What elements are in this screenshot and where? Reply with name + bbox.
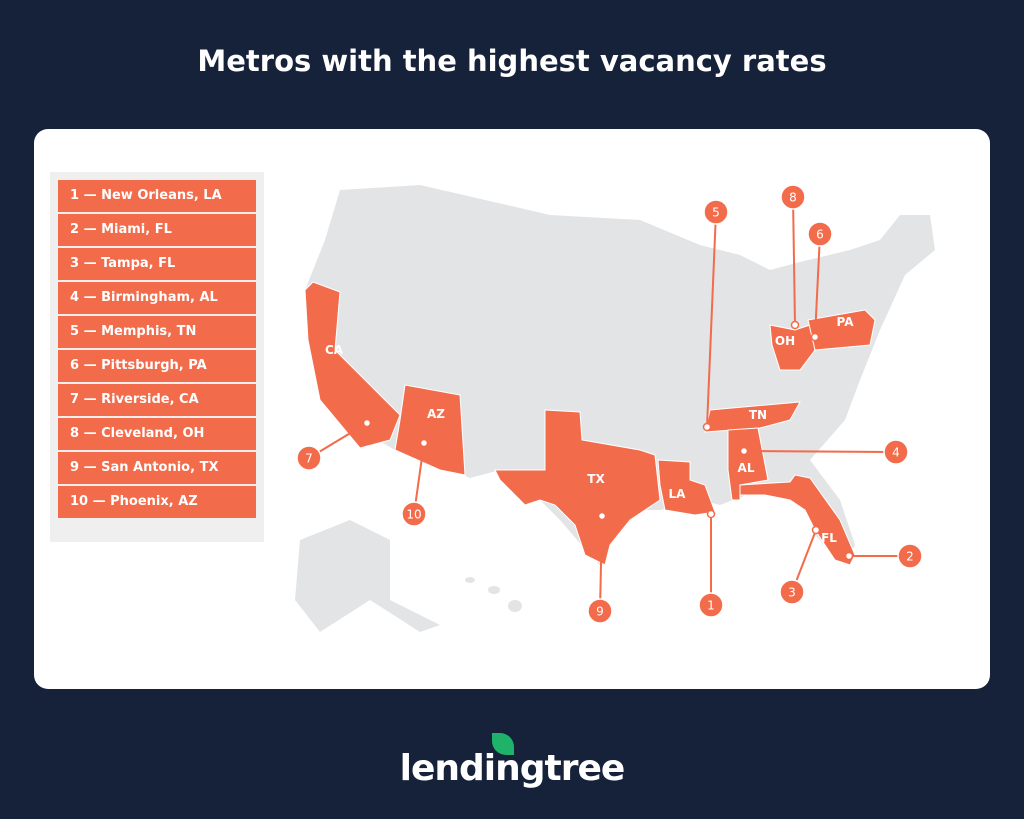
state-fl — [739, 474, 856, 566]
legend-item: 2 — Miami, FL — [58, 214, 256, 246]
metro-dot — [706, 509, 716, 519]
legend-item: 7 — Riverside, CA — [58, 384, 256, 416]
state-ca — [304, 281, 401, 449]
legend-item: 4 — Birmingham, AL — [58, 282, 256, 314]
rank-bubble — [703, 199, 729, 225]
callout-line — [706, 211, 717, 428]
metro-dot — [702, 422, 712, 432]
rank-label: 1 — [707, 599, 715, 613]
marker-3: 3 — [779, 525, 821, 605]
metro-dot — [811, 525, 821, 535]
marker-8: 8 — [780, 184, 806, 330]
rank-label: 10 — [406, 508, 421, 522]
rank-label: 8 — [789, 191, 797, 205]
state-label: AL — [738, 461, 755, 475]
marker-6: 6 — [807, 221, 833, 342]
rank-bubble — [401, 501, 427, 527]
page-title: Metros with the highest vacancy rates — [197, 44, 827, 78]
state-pa — [807, 309, 876, 351]
rank-label: 3 — [788, 586, 796, 600]
legend-item: 1 — New Orleans, LA — [58, 180, 256, 212]
rank-bubble — [779, 579, 805, 605]
state-label: OH — [775, 334, 795, 348]
state-label: AZ — [427, 407, 445, 421]
rank-label: 4 — [892, 446, 900, 460]
metro-dot — [597, 511, 607, 521]
metro-dot — [362, 418, 372, 428]
state-label: PA — [837, 315, 855, 329]
rank-bubble — [698, 592, 724, 618]
lendingtree-logo: lendingtree — [399, 748, 626, 789]
callout-line — [599, 515, 603, 612]
rank-bubble — [897, 543, 923, 569]
marker-2: 2 — [844, 543, 923, 569]
rank-bubble — [883, 439, 909, 465]
rank-label: 2 — [906, 550, 914, 564]
callout-line — [743, 450, 897, 453]
legend-item: 6 — Pittsburgh, PA — [58, 350, 256, 382]
metro-legend: 1 — New Orleans, LA 2 — Miami, FL 3 — Tamp… — [50, 172, 264, 542]
state-oh — [769, 324, 816, 371]
state-label: TX — [587, 472, 605, 486]
alaska — [295, 520, 440, 632]
state-label: CA — [325, 343, 344, 357]
rank-label: 9 — [596, 605, 604, 619]
rank-bubble — [807, 221, 833, 247]
hawaii — [465, 577, 475, 583]
state-label: TN — [749, 408, 767, 422]
marker-1: 1 — [698, 509, 724, 618]
rank-label: 5 — [712, 206, 720, 220]
metro-dot — [739, 446, 749, 456]
marker-10: 10 — [401, 438, 429, 527]
state-az — [394, 384, 466, 476]
hawaii — [488, 586, 500, 594]
hawaii — [508, 600, 522, 612]
rank-bubble — [587, 598, 613, 624]
leaf-logo-icon — [492, 733, 514, 755]
state-tx — [494, 409, 661, 566]
metro-dot — [790, 320, 800, 330]
state-la — [657, 459, 716, 516]
callout-line — [814, 233, 821, 338]
metro-dot — [844, 551, 854, 561]
rank-bubble — [296, 445, 322, 471]
marker-5: 5 — [702, 199, 729, 432]
legend-item: 5 — Memphis, TN — [58, 316, 256, 348]
legend-item: 10 — Phoenix, AZ — [58, 486, 256, 518]
state-label: LA — [669, 487, 687, 501]
marker-9: 9 — [587, 511, 613, 624]
rank-label: 7 — [305, 452, 313, 466]
metro-dot — [810, 332, 820, 342]
marker-4: 4 — [739, 439, 909, 465]
legend-item: 9 — San Antonio, TX — [58, 452, 256, 484]
legend-item: 3 — Tampa, FL — [58, 248, 256, 280]
marker-7: 7 — [296, 418, 372, 471]
legend-item: 8 — Cleveland, OH — [58, 418, 256, 450]
callout-line — [792, 196, 796, 326]
rank-label: 6 — [816, 228, 824, 242]
state-label: FL — [821, 531, 837, 545]
rank-bubble — [780, 184, 806, 210]
metro-dot — [419, 438, 429, 448]
